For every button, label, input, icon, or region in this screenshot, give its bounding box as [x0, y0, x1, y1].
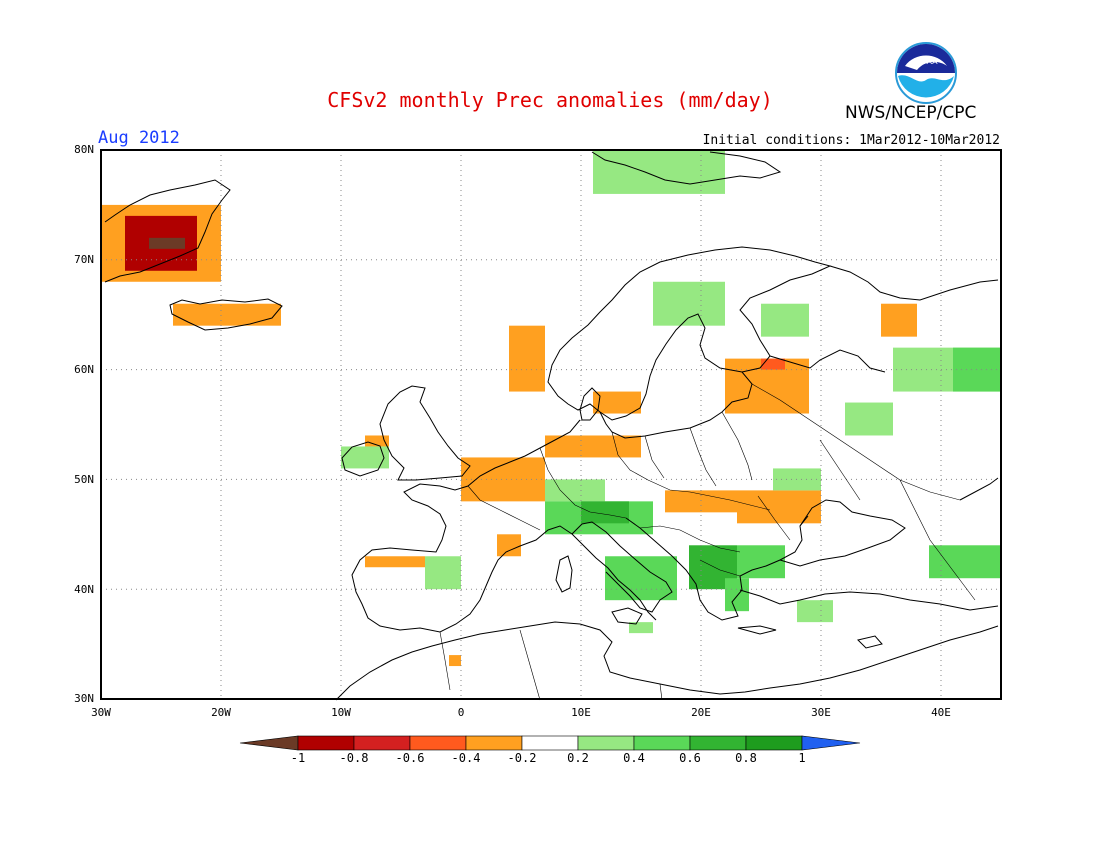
coast-west-europe [351, 419, 657, 633]
colorbar-swatch [409, 735, 467, 751]
colorbar-arrow-low [239, 735, 299, 751]
lat-label-40n: 40N [74, 583, 94, 596]
coast-italy [571, 521, 673, 613]
anomaly-cell [797, 600, 833, 623]
colorbar-label: 0.4 [623, 751, 645, 765]
colorbar-swatch [745, 735, 803, 751]
colorbar-swatch [633, 735, 691, 751]
coast-crete [737, 625, 777, 635]
colorbar-swatch [297, 735, 355, 751]
anomaly-cell [929, 545, 1001, 579]
lon-label-40e: 40E [931, 706, 951, 719]
coast-black-sea [779, 499, 906, 567]
coast-cyprus [857, 635, 883, 649]
coast-anatolia [739, 589, 999, 611]
colorbar-label: -1 [290, 751, 306, 765]
coast-caspian [959, 477, 999, 501]
colorbar-label: 0.2 [567, 751, 589, 765]
anomaly-cell [761, 303, 809, 337]
page-title: CFSv2 monthly Prec anomalies (mm/day) [327, 88, 773, 112]
anomaly-cell [761, 358, 785, 370]
colorbar-label: 0.6 [679, 751, 701, 765]
anomaly-cell [881, 303, 917, 337]
coast-sardinia [555, 555, 573, 593]
lon-label-10w: 10W [331, 706, 351, 719]
anomaly-cell [629, 622, 653, 634]
lon-label-0: 0 [457, 706, 465, 719]
lat-label-80n: 80N [74, 143, 94, 156]
coast-scandinavia [547, 246, 832, 421]
lat-label-30n: 30N [74, 692, 94, 705]
colorbar-label: -0.4 [451, 751, 481, 765]
anomaly-cell [725, 578, 749, 612]
lat-label-50n: 50N [74, 473, 94, 486]
colorbar-swatch [577, 735, 635, 751]
coast-gulf-finland [769, 349, 886, 373]
colorbar-arrow-high [801, 735, 861, 751]
coast-greenland [104, 179, 231, 283]
forecast-month: Aug 2012 [98, 128, 180, 148]
coast-iceland [169, 298, 283, 331]
colorbar-swatch [353, 735, 411, 751]
lat-label-60n: 60N [74, 363, 94, 376]
coast-sicily [611, 607, 643, 625]
lon-label-20w: 20W [211, 706, 231, 719]
anomaly-cell [593, 391, 641, 414]
colorbar-swatch [521, 735, 579, 751]
anomaly-cells [101, 150, 1001, 667]
anomaly-cell [449, 655, 461, 667]
coast-north-africa [335, 621, 999, 701]
lon-label-20e: 20E [691, 706, 711, 719]
anomaly-cell [497, 534, 521, 557]
anomaly-cell [545, 435, 641, 458]
coast-kola [829, 265, 999, 301]
colorbar-label: 1 [798, 751, 806, 765]
svg-text:NOAA: NOAA [914, 57, 938, 66]
noaa-logo: NOAA [895, 42, 957, 104]
colorbar-label: -0.8 [339, 751, 369, 765]
anomaly-cell [173, 303, 281, 326]
coast-britain [379, 385, 471, 481]
colorbar-swatch [465, 735, 523, 751]
coastlines [104, 151, 999, 701]
anomaly-cell [605, 556, 677, 601]
coast-balkans [625, 515, 809, 621]
anomaly-cell [461, 457, 545, 502]
lon-label-30e: 30E [811, 706, 831, 719]
lat-label-70n: 70N [74, 253, 94, 266]
anomaly-cell [653, 281, 725, 326]
anomaly-cell [593, 150, 725, 194]
colorbar-swatch [689, 735, 747, 751]
agency-credit: NWS/NCEP/CPC [845, 103, 977, 123]
coast-denmark [579, 387, 601, 421]
anomaly-cell [545, 479, 605, 502]
colorbar-label: 0.8 [735, 751, 757, 765]
anomaly-cell [425, 556, 461, 590]
lon-label-30w: 30W [91, 706, 111, 719]
anomaly-cell [341, 446, 389, 469]
anomaly-cell [365, 435, 389, 447]
anomaly-cell [845, 402, 893, 436]
anomaly-cell [149, 237, 185, 249]
anomaly-cell [737, 545, 785, 579]
colorbar [239, 735, 861, 751]
anomaly-cell [365, 556, 425, 568]
anomaly-cell [665, 490, 737, 513]
coast-svalbard [591, 151, 782, 185]
map-frame [100, 149, 1002, 700]
colorbar-label: -0.2 [507, 751, 537, 765]
colorbar-label: -0.6 [395, 751, 425, 765]
lon-label-10e: 10E [571, 706, 591, 719]
initial-conditions: Initial conditions: 1Mar2012-10Mar2012 [702, 133, 1000, 148]
country-borders [439, 383, 976, 701]
anomaly-cell [581, 501, 629, 524]
anomaly-cell [509, 325, 545, 392]
anomaly-cell [737, 490, 821, 524]
coast-ireland [341, 441, 385, 477]
